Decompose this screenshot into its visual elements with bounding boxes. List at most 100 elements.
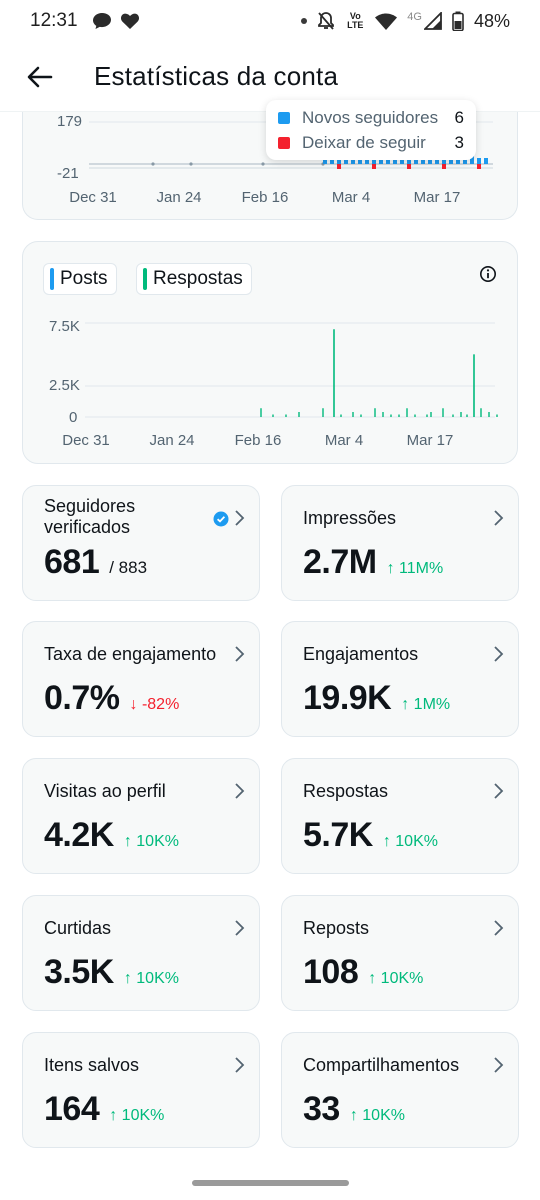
stat-card-engagement-rate[interactable]: Taxa de engajamento 0.7% ↓ -82%	[22, 621, 260, 737]
x-tick-label: Mar 4	[324, 432, 364, 449]
stat-label: Reposts	[303, 918, 370, 938]
new-followers-bar	[442, 160, 446, 164]
unfollows-bar	[372, 164, 376, 169]
stat-value: 33 ↑ 10K%	[303, 1090, 405, 1129]
unfollows-bar	[477, 164, 481, 169]
stat-card-shares[interactable]: Compartilhamentos 33 ↑ 10K%	[281, 1032, 519, 1148]
chat-bubble-icon	[92, 13, 111, 29]
chevron-right-icon	[494, 783, 504, 799]
volte-indicator: Vo LTE	[347, 11, 364, 30]
stat-value: 5.7K ↑ 10K%	[303, 816, 438, 855]
stat-delta: ↑ 10K%	[109, 1107, 165, 1124]
new-followers-bar	[379, 158, 383, 164]
x-tick-label: Feb 16	[234, 432, 282, 449]
stat-card-bookmarks[interactable]: Itens salvos 164 ↑ 10K%	[22, 1032, 260, 1148]
legend-replies[interactable]: Respostas	[136, 263, 252, 295]
stat-label: Seguidores verificados	[44, 496, 136, 537]
new-followers-bar	[470, 156, 474, 164]
new-followers-bar	[372, 158, 376, 164]
stat-number: 0.7%	[44, 679, 120, 717]
y-tick-label: -21	[57, 165, 79, 182]
legend-label: Posts	[60, 268, 108, 289]
legend-label: Respostas	[153, 268, 243, 289]
new-followers-bar	[365, 156, 369, 164]
info-circle-icon[interactable]	[479, 265, 497, 283]
new-followers-bar	[337, 158, 341, 164]
stat-delta: ↓ -82%	[129, 696, 180, 713]
stat-number: 5.7K	[303, 816, 373, 854]
posts-chart-card[interactable]: Posts Respostas 7.5K 2.5K 0 Dec 31 Jan 2…	[22, 241, 518, 464]
stat-card-profile-visits[interactable]: Visitas ao perfil 4.2K ↑ 10K%	[22, 758, 260, 874]
dot-icon	[301, 18, 308, 24]
arrow-left-icon	[27, 66, 53, 87]
legend-swatch	[278, 112, 290, 124]
new-followers-bar	[463, 158, 467, 164]
x-tick-label: Dec 31	[69, 189, 117, 206]
tooltip-row-unfollows: Deixar de seguir 3	[278, 133, 464, 153]
stat-number: 19.9K	[303, 679, 392, 717]
status-bar: 12:31 Vo LTE 4G 48%	[0, 0, 540, 42]
stat-number: 681	[44, 543, 100, 581]
legend-posts[interactable]: Posts	[43, 263, 117, 295]
stat-label: Engajamentos	[303, 644, 419, 664]
chevron-right-icon	[494, 510, 504, 526]
stat-delta: ↑ 10K%	[349, 1107, 405, 1124]
y-tick-label: 179	[57, 113, 83, 130]
stat-label: Itens salvos	[44, 1055, 140, 1075]
wifi-icon	[375, 13, 398, 30]
new-followers-bar	[407, 156, 411, 164]
signal-icon	[423, 12, 442, 30]
legend-swatch	[278, 137, 290, 149]
tooltip-label: Deixar de seguir	[302, 133, 426, 152]
stat-value: 4.2K ↑ 10K%	[44, 816, 179, 855]
back-button[interactable]	[22, 59, 58, 95]
battery-percent: 48%	[473, 10, 510, 31]
new-followers-bar	[386, 156, 390, 164]
new-followers-bar	[428, 156, 432, 164]
stat-delta: ↑ 10K%	[123, 970, 179, 987]
unfollows-bar	[442, 164, 446, 169]
stat-value: 3.5K ↑ 10K%	[44, 953, 179, 992]
stat-number: 4.2K	[44, 816, 114, 854]
stat-card-replies[interactable]: Respostas 5.7K ↑ 10K%	[281, 758, 519, 874]
unfollows-bar	[407, 164, 411, 169]
stat-value: 2.7M ↑ 11M%	[303, 543, 443, 582]
new-followers-bar	[358, 160, 362, 164]
stat-delta: ↑ 11M%	[386, 560, 444, 577]
stat-value: 164 ↑ 10K%	[44, 1090, 164, 1129]
x-tick-label: Mar 17	[406, 432, 454, 449]
chevron-right-icon	[235, 1057, 245, 1073]
new-followers-bar	[344, 156, 348, 164]
new-followers-bar	[330, 160, 334, 164]
posts-chart	[85, 322, 498, 418]
y-tick-label: 7.5K	[49, 318, 80, 335]
new-followers-bar	[477, 158, 481, 164]
stat-card-likes[interactable]: Curtidas 3.5K ↑ 10K%	[22, 895, 260, 1011]
stat-label: Respostas	[303, 781, 389, 801]
x-tick-label: Mar 4	[331, 189, 371, 206]
stat-label: Visitas ao perfil	[44, 781, 166, 801]
new-followers-bar	[393, 158, 397, 164]
legend-swatch	[143, 268, 147, 290]
stat-card-reposts[interactable]: Reposts 108 ↑ 10K%	[281, 895, 519, 1011]
stat-card-impressions[interactable]: Impressões 2.7M ↑ 11M%	[281, 485, 519, 601]
clock: 12:31	[30, 10, 78, 31]
stat-number: 164	[44, 1090, 100, 1128]
stat-label: Impressões	[303, 508, 397, 528]
data-point	[151, 162, 155, 166]
new-followers-bar	[414, 160, 418, 164]
verified-badge-icon	[213, 511, 229, 527]
new-followers-bar	[323, 156, 327, 164]
stat-card-verified-followers[interactable]: Seguidores verificados 681 / 883	[22, 485, 260, 601]
stat-card-engagements[interactable]: Engajamentos 19.9K ↑ 1M%	[281, 621, 519, 737]
new-followers-bar	[421, 158, 425, 164]
stat-value: 681 / 883	[44, 543, 147, 582]
new-followers-bar	[449, 156, 453, 164]
stat-value: 108 ↑ 10K%	[303, 953, 423, 992]
stat-label: Taxa de engajamento	[44, 644, 217, 664]
tooltip-value: 6	[454, 108, 464, 127]
stat-delta: ↑ 10K%	[123, 833, 179, 850]
home-indicator[interactable]	[192, 1180, 349, 1186]
x-tick-label: Jan 24	[149, 432, 195, 449]
network-label: 4G	[407, 11, 422, 23]
